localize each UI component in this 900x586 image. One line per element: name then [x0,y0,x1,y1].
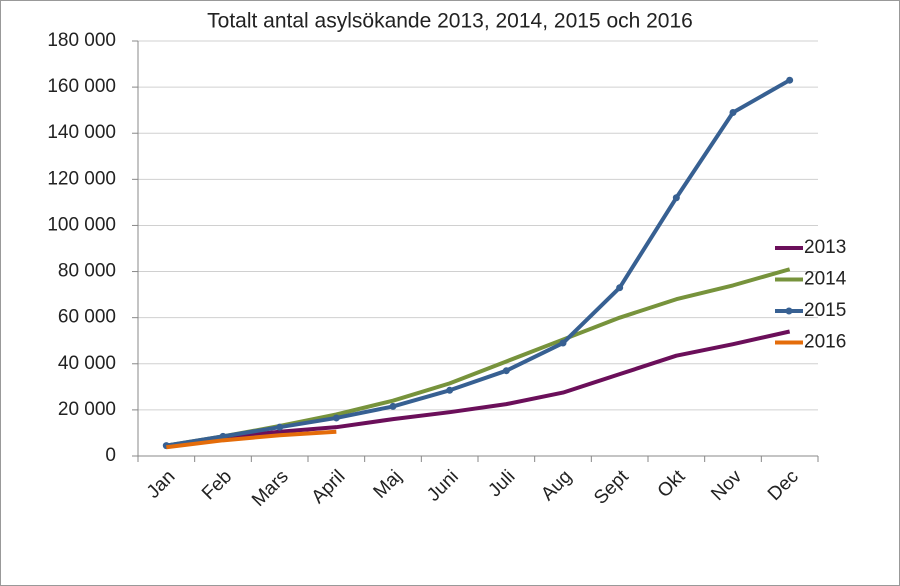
marker [502,367,510,375]
y-tick-label: 160 000 [47,76,116,97]
y-tick-label: 40 000 [58,353,116,374]
y-tick-label: 120 000 [47,168,116,189]
legend-marker [785,307,793,315]
marker [616,284,624,292]
y-tick-label: 60 000 [58,307,116,328]
marker [672,194,680,202]
series-line [166,329,791,448]
legend-label: 2014 [804,269,847,290]
marker [389,402,397,410]
marker [729,108,737,116]
y-tick-label: 180 000 [47,30,116,51]
marker [219,432,227,440]
chart-title: Totalt antal asylsökande 2013, 2014, 201… [207,10,693,33]
y-tick-label: 20 000 [58,399,116,420]
legend-label: 2015 [804,300,846,321]
series-line [166,429,337,450]
marker [446,386,454,394]
legend-label: 2016 [804,332,846,353]
legend-label: 2013 [804,237,846,258]
marker [276,423,284,431]
y-tick-label: 0 [105,445,116,466]
marker [559,339,567,347]
marker [786,76,794,84]
series-line [166,78,791,448]
y-tick-label: 80 000 [58,261,116,282]
y-tick-label: 140 000 [47,122,116,143]
marker [332,414,340,422]
y-tick-label: 100 000 [47,214,116,235]
